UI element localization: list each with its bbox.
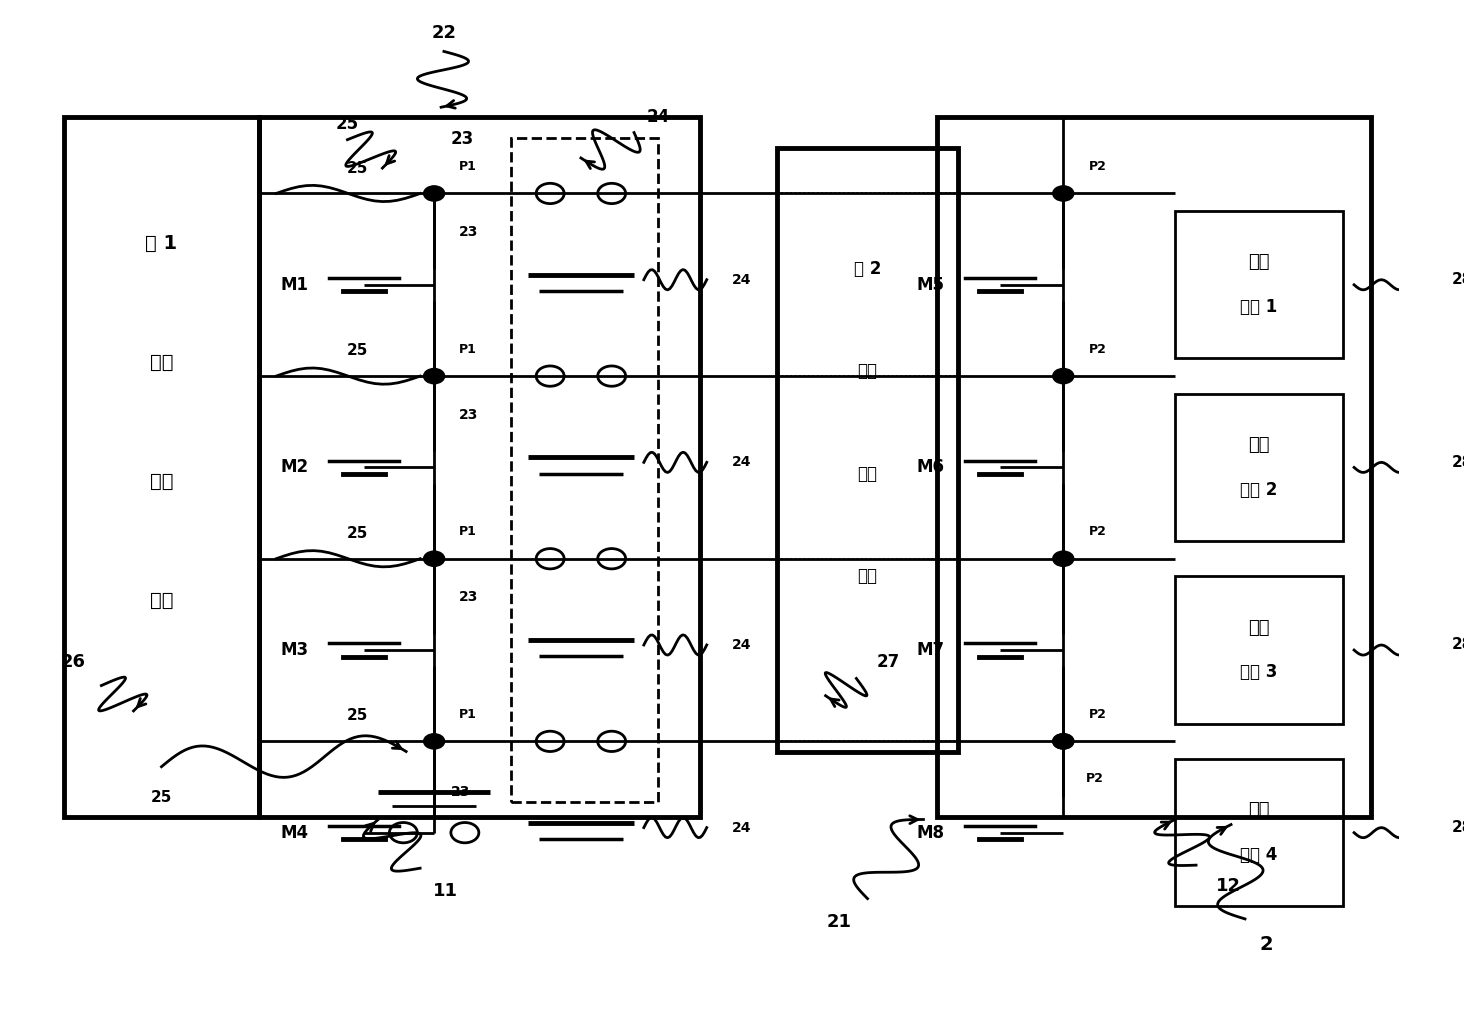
Text: 21: 21 bbox=[827, 913, 852, 931]
Text: 检测: 检测 bbox=[149, 471, 173, 491]
Text: 28: 28 bbox=[1452, 272, 1464, 288]
Text: P1: P1 bbox=[460, 708, 477, 721]
Text: 电路 2: 电路 2 bbox=[1240, 481, 1278, 499]
Text: 25: 25 bbox=[151, 789, 173, 805]
Bar bbox=[259, 118, 700, 818]
Bar bbox=[1176, 576, 1342, 723]
Text: 第 1: 第 1 bbox=[145, 234, 177, 253]
Text: 23: 23 bbox=[460, 590, 479, 605]
Bar bbox=[937, 118, 1370, 818]
Bar bbox=[511, 137, 657, 803]
Text: 第 2: 第 2 bbox=[854, 259, 881, 277]
Text: 25: 25 bbox=[347, 526, 367, 541]
Text: P2: P2 bbox=[1088, 161, 1107, 173]
Text: 电路 1: 电路 1 bbox=[1240, 298, 1278, 316]
Text: 28: 28 bbox=[1452, 455, 1464, 469]
Text: 放电: 放电 bbox=[1249, 253, 1269, 271]
Text: 22: 22 bbox=[432, 24, 457, 42]
Bar bbox=[63, 118, 259, 818]
Text: 24: 24 bbox=[732, 638, 751, 652]
Text: 检测: 检测 bbox=[858, 464, 877, 483]
Text: 27: 27 bbox=[877, 653, 900, 672]
Text: 25: 25 bbox=[347, 343, 367, 359]
Text: P1: P1 bbox=[460, 525, 477, 538]
Circle shape bbox=[1053, 734, 1073, 749]
Text: P2: P2 bbox=[1086, 772, 1104, 784]
Bar bbox=[1176, 759, 1342, 906]
Circle shape bbox=[1053, 186, 1073, 201]
Text: 24: 24 bbox=[732, 272, 751, 287]
Text: M2: M2 bbox=[280, 458, 309, 477]
Text: P2: P2 bbox=[1088, 342, 1107, 356]
Bar bbox=[1176, 394, 1342, 541]
Text: M8: M8 bbox=[916, 824, 944, 841]
Bar bbox=[1176, 211, 1342, 359]
Text: 24: 24 bbox=[646, 109, 669, 126]
Text: 28: 28 bbox=[1452, 820, 1464, 835]
Circle shape bbox=[423, 369, 445, 384]
Text: 电路: 电路 bbox=[858, 567, 877, 585]
Circle shape bbox=[1053, 369, 1073, 384]
Circle shape bbox=[423, 734, 445, 749]
Circle shape bbox=[1053, 551, 1073, 566]
Text: M5: M5 bbox=[916, 275, 944, 294]
Text: 电路 3: 电路 3 bbox=[1240, 663, 1278, 682]
Text: 23: 23 bbox=[460, 407, 479, 422]
Text: 放电: 放电 bbox=[1249, 436, 1269, 454]
Text: 24: 24 bbox=[732, 821, 751, 834]
Text: 23: 23 bbox=[451, 785, 470, 800]
Circle shape bbox=[423, 186, 445, 201]
Text: 电路 4: 电路 4 bbox=[1240, 846, 1278, 864]
Text: P1: P1 bbox=[460, 161, 477, 173]
Bar bbox=[776, 147, 959, 752]
Text: 电路: 电路 bbox=[149, 591, 173, 610]
Text: 放电: 放电 bbox=[1249, 619, 1269, 637]
Circle shape bbox=[1053, 734, 1073, 749]
Text: 电压: 电压 bbox=[149, 353, 173, 372]
Text: 放电: 放电 bbox=[1249, 802, 1269, 819]
Text: M6: M6 bbox=[916, 458, 944, 477]
Text: M1: M1 bbox=[280, 275, 309, 294]
Text: 25: 25 bbox=[335, 116, 359, 133]
Text: M7: M7 bbox=[916, 641, 944, 659]
Text: M3: M3 bbox=[280, 641, 309, 659]
Text: P1: P1 bbox=[460, 342, 477, 356]
Text: 12: 12 bbox=[1215, 878, 1241, 895]
Text: 28: 28 bbox=[1452, 637, 1464, 652]
Text: 23: 23 bbox=[451, 130, 474, 147]
Text: 2: 2 bbox=[1259, 935, 1272, 954]
Text: P2: P2 bbox=[1088, 525, 1107, 538]
Text: M4: M4 bbox=[280, 824, 309, 841]
Text: 11: 11 bbox=[433, 882, 458, 899]
Text: P2: P2 bbox=[1088, 708, 1107, 721]
Text: 电压: 电压 bbox=[858, 362, 877, 380]
Text: 24: 24 bbox=[732, 455, 751, 469]
Text: 25: 25 bbox=[347, 708, 367, 723]
Text: 26: 26 bbox=[61, 653, 86, 672]
Text: 25: 25 bbox=[347, 161, 367, 176]
Text: 23: 23 bbox=[460, 225, 479, 239]
Circle shape bbox=[423, 551, 445, 566]
